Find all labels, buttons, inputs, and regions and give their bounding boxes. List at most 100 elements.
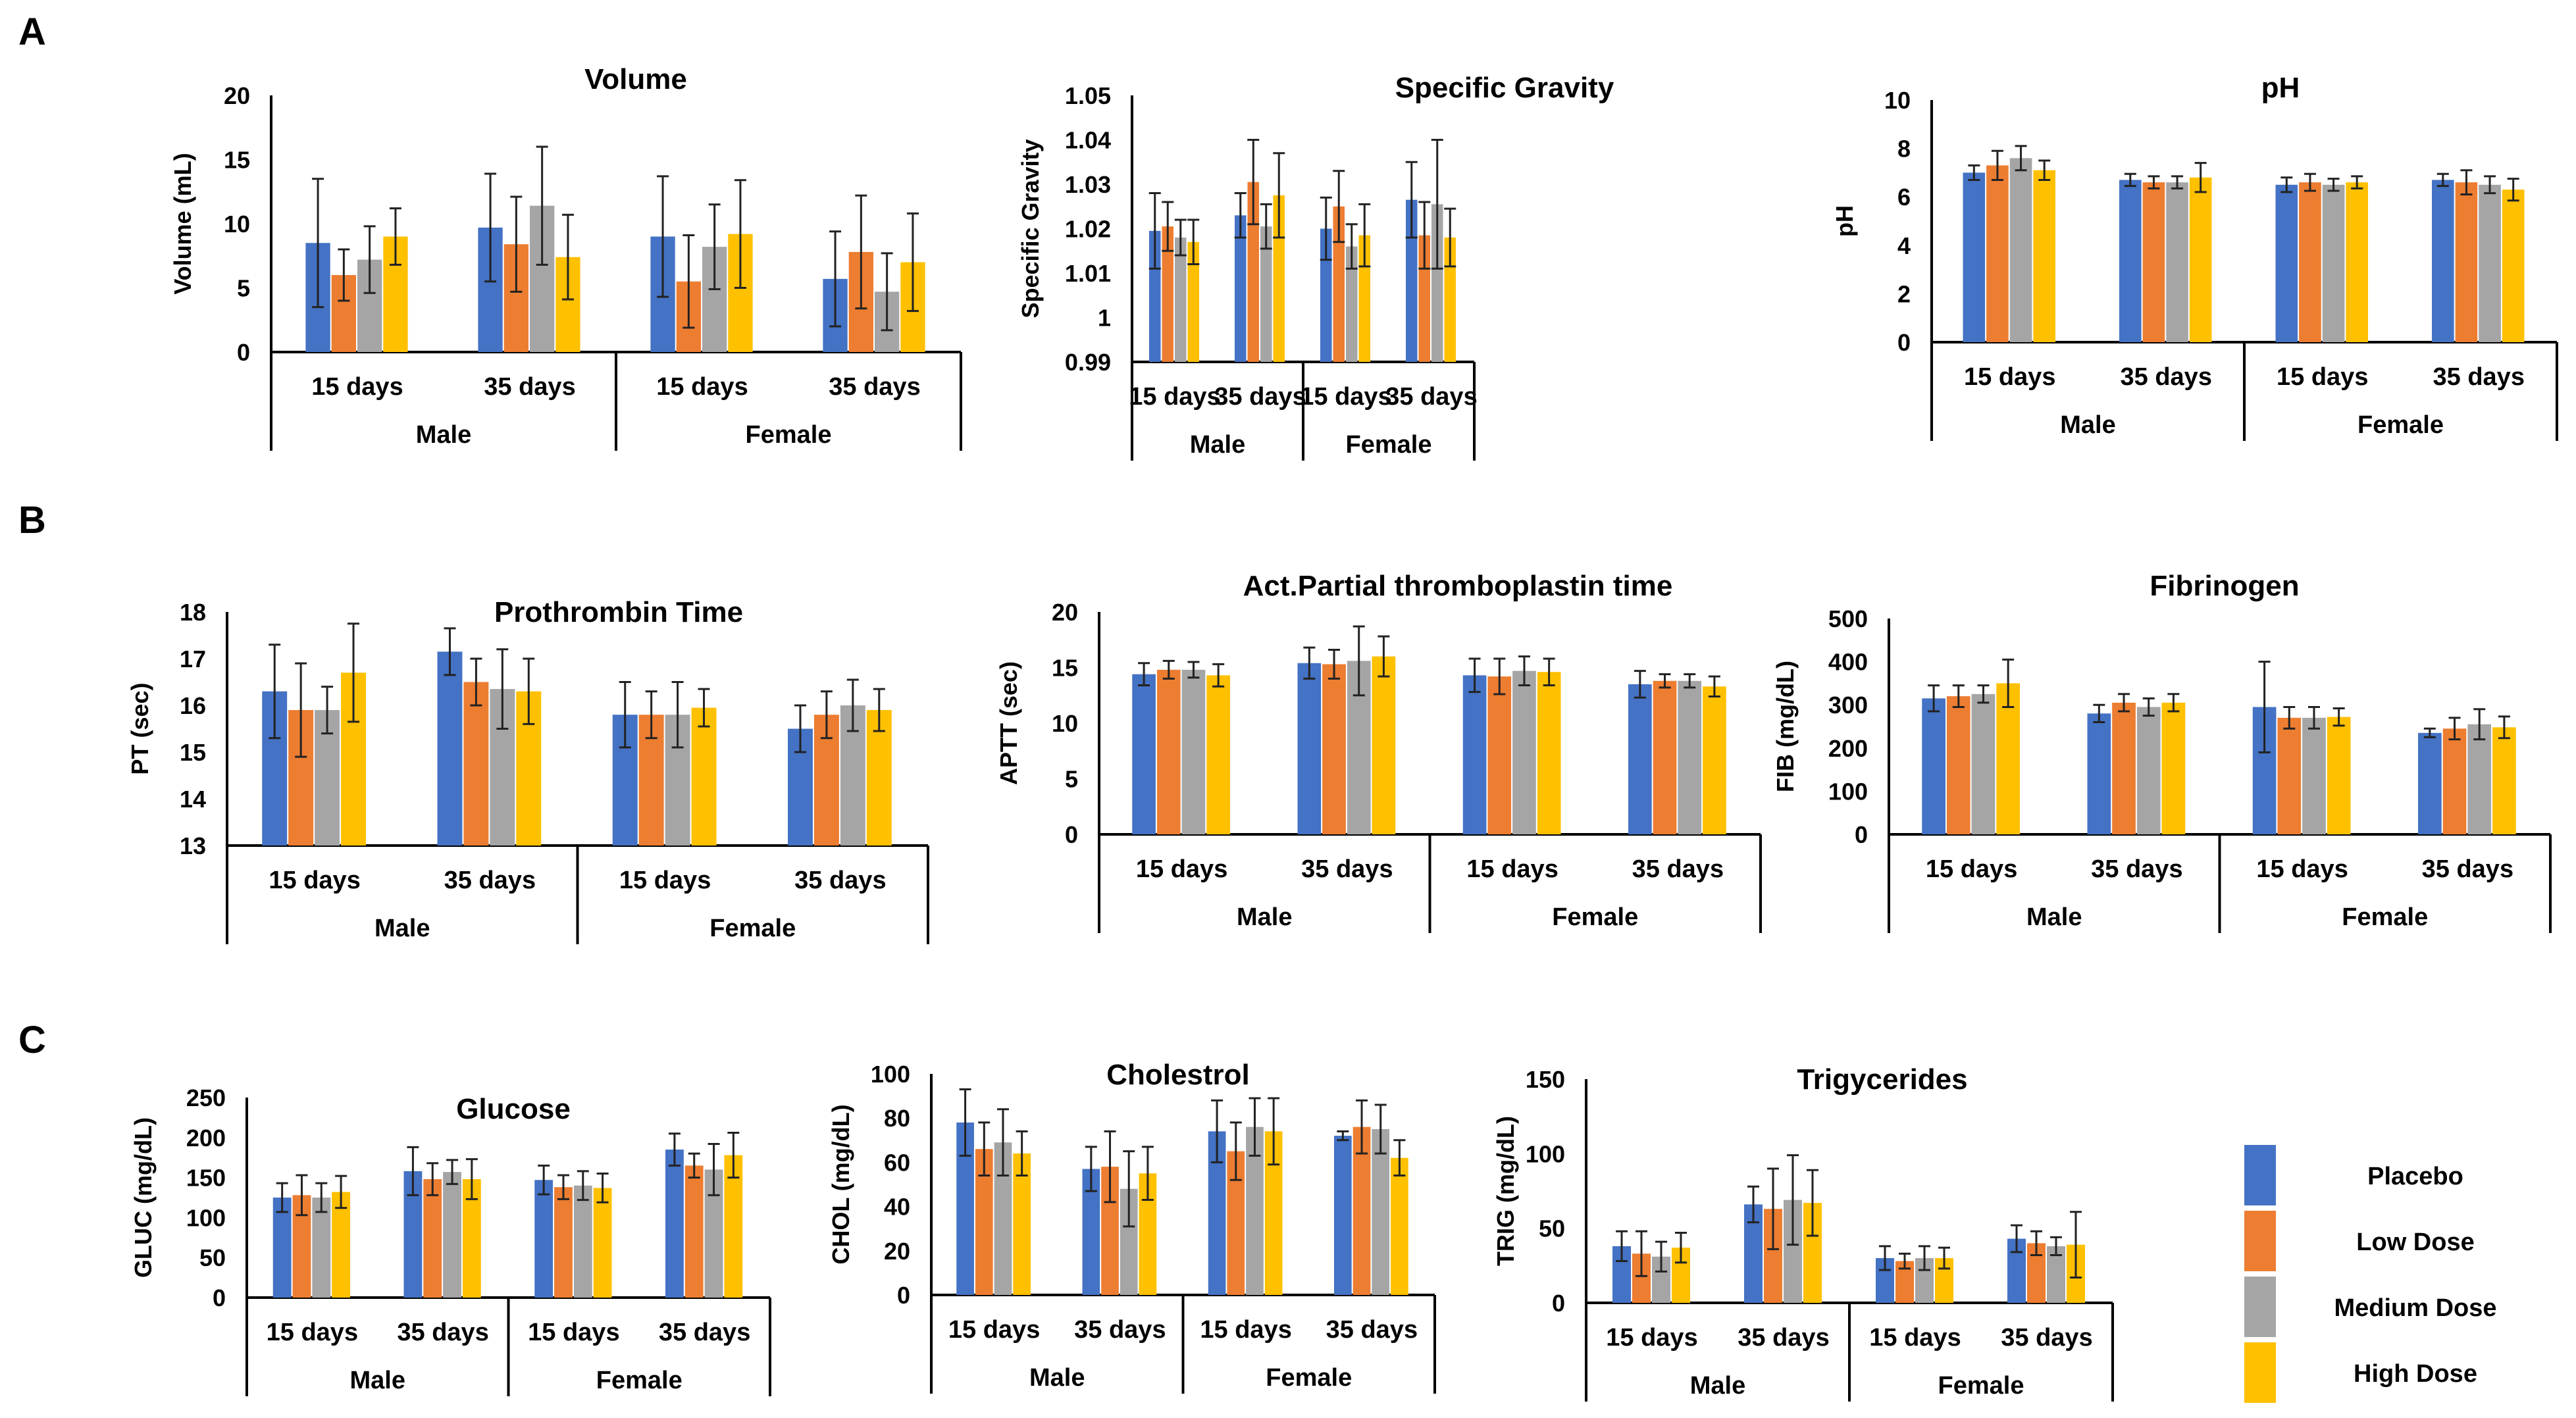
chart-sg: Specific Gravity Specific Gravity 0.99 1 1.0… — [1017, 72, 1614, 461]
panel-label-b: B — [18, 499, 46, 542]
bar — [1996, 683, 2020, 834]
y-tick-label: 500 — [1828, 605, 1868, 632]
bar — [2119, 180, 2142, 342]
bar — [593, 1188, 612, 1298]
bar — [1187, 241, 1199, 362]
bar — [1297, 663, 1322, 834]
bar — [312, 1198, 331, 1298]
y-tick-label: 60 — [884, 1149, 910, 1176]
y-tick-label: 0 — [1855, 821, 1868, 848]
x-group-label: Female — [2342, 903, 2428, 931]
x-tick-label: 15 days — [1606, 1324, 1697, 1352]
bar — [1372, 1129, 1390, 1295]
bar — [1162, 226, 1173, 362]
x-group-label: Female — [2357, 411, 2444, 439]
x-tick-label: 35 days — [2091, 855, 2182, 883]
y-tick-label: 80 — [884, 1105, 910, 1132]
y-tick-label: 100 — [186, 1204, 226, 1231]
y-tick-label: 100 — [1828, 778, 1868, 805]
bar — [423, 1179, 442, 1298]
y-axis-label: pH — [1831, 205, 1858, 237]
y-tick-label: 400 — [1828, 649, 1868, 676]
y-tick-label: 50 — [199, 1244, 226, 1271]
y-tick-label: 2 — [1897, 280, 1911, 307]
bar — [1372, 656, 1396, 834]
x-tick-label: 35 days — [1214, 383, 1306, 411]
y-tick-label: 40 — [884, 1194, 910, 1221]
x-group-label: Female — [1266, 1364, 1352, 1392]
bar — [2346, 182, 2368, 342]
bar — [2087, 713, 2111, 834]
x-group-label: Male — [2026, 903, 2082, 931]
bar — [1946, 696, 1971, 834]
y-tick-label: 10 — [1052, 710, 1078, 737]
x-tick-label: 35 days — [1385, 383, 1477, 411]
x-tick-label: 15 days — [311, 373, 403, 401]
bar — [2502, 190, 2525, 342]
bar — [2009, 158, 2032, 342]
y-tick-label: 14 — [180, 786, 206, 813]
x-tick-label: 35 days — [1074, 1316, 1166, 1344]
x-tick-label: 15 days — [1964, 363, 2055, 391]
y-tick-label: 18 — [180, 599, 206, 626]
y-tick-label: 20 — [224, 82, 250, 109]
legend-swatch — [2244, 1211, 2276, 1271]
x-tick-label: 35 days — [2433, 363, 2525, 391]
y-tick-label: 8 — [1897, 136, 1911, 163]
panel-label-a: A — [18, 11, 46, 53]
bar — [665, 1150, 684, 1298]
x-tick-label: 35 days — [2001, 1324, 2092, 1352]
chart-title: pH — [2261, 72, 2300, 104]
x-group-label: Male — [1690, 1372, 1745, 1400]
legend-swatch — [2244, 1342, 2276, 1403]
y-tick-label: 0 — [1552, 1290, 1565, 1317]
bar — [1922, 698, 1945, 834]
bar — [1703, 686, 1726, 834]
bar — [1537, 672, 1561, 834]
x-tick-label: 15 days — [1200, 1316, 1291, 1344]
bar — [1653, 680, 1677, 834]
bar — [1986, 165, 2009, 343]
chart-title: Trigycerides — [1797, 1063, 1967, 1096]
bar — [866, 710, 892, 846]
bar — [724, 1155, 743, 1298]
y-tick-label: 50 — [1539, 1215, 1565, 1242]
y-tick-label: 20 — [1052, 599, 1078, 626]
panel-label-c: C — [18, 1019, 46, 1061]
bar — [332, 1192, 350, 1298]
bar — [1149, 230, 1161, 362]
x-tick-label: 35 days — [829, 373, 920, 401]
bar — [2467, 724, 2492, 834]
y-tick-label: 1.05 — [1065, 82, 1111, 109]
y-axis-label: APTT (sec) — [995, 661, 1022, 785]
chart-title: Specific Gravity — [1395, 72, 1614, 104]
bar — [1333, 206, 1345, 362]
y-tick-label: 5 — [1065, 766, 1078, 793]
chart-pt: Prothrombin Time PT (sec) 13 14 15 16 17 18 15 d… — [126, 596, 929, 944]
y-axis-label: CHOL (mg/dL) — [827, 1104, 854, 1264]
bar — [2442, 728, 2467, 834]
bar — [554, 1187, 573, 1298]
legend-label: High Dose — [2354, 1360, 2477, 1388]
x-group-label: Male — [350, 1367, 405, 1394]
x-tick-label: 35 days — [1738, 1324, 1829, 1352]
bar — [2142, 182, 2165, 342]
bar — [2479, 184, 2501, 342]
y-tick-label: 250 — [186, 1084, 226, 1111]
bar — [691, 707, 717, 846]
x-group-label: Male — [1237, 903, 1292, 931]
y-tick-label: 20 — [884, 1238, 910, 1265]
bar — [1175, 238, 1187, 362]
x-tick-label: 15 days — [1129, 383, 1220, 411]
bar — [573, 1185, 592, 1298]
bar — [1444, 238, 1456, 362]
bar — [2432, 180, 2454, 342]
y-axis-label: PT (sec) — [126, 682, 153, 774]
bar — [1247, 182, 1259, 362]
x-tick-label: 15 days — [1300, 383, 1391, 411]
x-tick-label: 35 days — [444, 867, 536, 894]
bar — [2277, 717, 2302, 834]
x-tick-label: 35 days — [1632, 855, 1724, 883]
